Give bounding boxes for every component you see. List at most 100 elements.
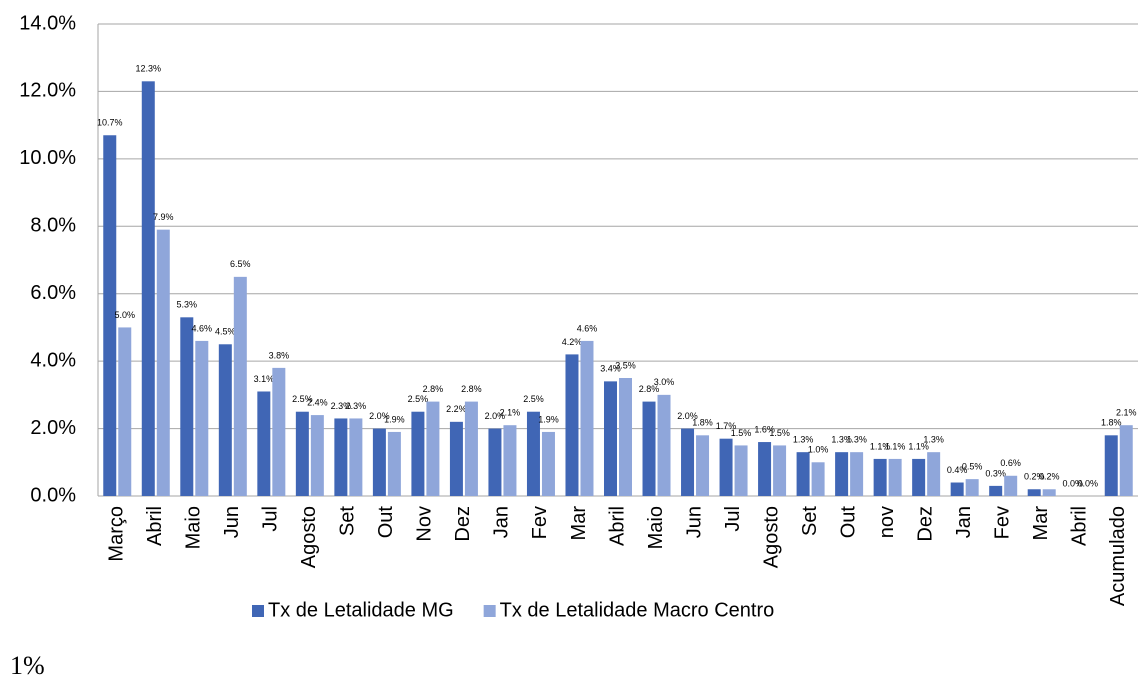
bar bbox=[580, 340, 594, 496]
value-label: 1.1% bbox=[870, 441, 891, 451]
bar bbox=[719, 438, 733, 496]
x-tick-label: Abril bbox=[606, 506, 628, 546]
bar bbox=[773, 445, 787, 496]
value-label: 1.8% bbox=[1101, 418, 1122, 428]
value-label: 2.3% bbox=[346, 401, 367, 411]
bar bbox=[1027, 489, 1041, 496]
bar bbox=[541, 431, 555, 496]
bar bbox=[681, 428, 695, 496]
value-label: 4.5% bbox=[215, 327, 236, 337]
x-tick-label: Jan bbox=[953, 506, 975, 538]
y-tick-label: 2.0% bbox=[30, 417, 76, 439]
value-label: 12.3% bbox=[136, 64, 162, 74]
bar bbox=[927, 452, 941, 496]
bar bbox=[233, 276, 247, 496]
bar bbox=[372, 428, 386, 496]
value-label: 0.4% bbox=[947, 465, 968, 475]
bar bbox=[657, 394, 671, 496]
x-tick-label: Agosto bbox=[760, 506, 782, 568]
bar bbox=[1042, 489, 1056, 496]
caption: 1% bbox=[10, 651, 45, 680]
x-tick-label: Fev bbox=[529, 506, 551, 539]
value-label: 0.3% bbox=[985, 468, 1006, 478]
value-label: 1.9% bbox=[384, 414, 405, 424]
bar bbox=[411, 411, 425, 496]
value-label: 2.8% bbox=[423, 384, 444, 394]
bar bbox=[387, 431, 401, 496]
value-label: 1.1% bbox=[885, 441, 906, 451]
bar bbox=[218, 344, 232, 496]
value-label: 10.7% bbox=[97, 118, 123, 128]
bar bbox=[156, 229, 170, 496]
value-label: 1.5% bbox=[769, 428, 790, 438]
bar bbox=[349, 418, 363, 496]
x-tick-label: Jun bbox=[221, 506, 243, 538]
x-tick-label: Abril bbox=[144, 506, 166, 546]
bar bbox=[696, 435, 710, 496]
bar bbox=[141, 81, 155, 497]
bar bbox=[1104, 435, 1118, 496]
bar bbox=[334, 418, 348, 496]
value-label: 2.1% bbox=[500, 408, 521, 418]
y-tick-label: 6.0% bbox=[30, 282, 76, 304]
value-label: 5.3% bbox=[177, 300, 198, 310]
value-label: 2.0% bbox=[485, 411, 506, 421]
value-label: 7.9% bbox=[153, 212, 174, 222]
y-tick-label: 8.0% bbox=[30, 215, 76, 237]
value-label: 5.0% bbox=[115, 310, 136, 320]
x-tick-label: Mar bbox=[568, 506, 590, 541]
value-label: 0.0% bbox=[1062, 478, 1083, 488]
bar bbox=[850, 452, 864, 496]
bar bbox=[464, 401, 478, 496]
x-tick-label: Jul bbox=[260, 506, 282, 532]
bar bbox=[758, 442, 772, 496]
value-label: 2.5% bbox=[408, 394, 429, 404]
bar bbox=[989, 485, 1003, 496]
bar bbox=[426, 401, 440, 496]
value-label: 0.2% bbox=[1039, 472, 1060, 482]
value-label: 0.2% bbox=[1024, 472, 1045, 482]
x-tick-label: Jun bbox=[683, 506, 705, 538]
legend-swatch bbox=[483, 605, 496, 617]
bar bbox=[488, 428, 502, 496]
value-label: 3.5% bbox=[615, 360, 636, 370]
bar bbox=[912, 458, 926, 496]
value-label: 2.8% bbox=[461, 384, 482, 394]
value-label: 4.6% bbox=[192, 323, 213, 333]
bar bbox=[604, 381, 617, 496]
bar bbox=[295, 411, 309, 496]
value-label: 1.7% bbox=[716, 421, 737, 431]
value-label: 3.0% bbox=[654, 377, 675, 387]
bar bbox=[965, 479, 979, 496]
y-tick-label: 4.0% bbox=[30, 349, 76, 371]
x-tick-label: nov bbox=[876, 506, 898, 538]
bar bbox=[310, 415, 324, 496]
legend-label: Tx de Letalidade MG bbox=[268, 599, 454, 621]
x-tick-label: Fev bbox=[991, 506, 1013, 539]
x-tick-label: Agosto bbox=[298, 506, 320, 568]
bar bbox=[526, 411, 540, 496]
value-label: 1.3% bbox=[846, 435, 867, 445]
bar bbox=[950, 482, 964, 496]
value-label: 1.5% bbox=[731, 428, 752, 438]
x-tick-label: Set bbox=[799, 506, 821, 536]
x-tick-label: Jul bbox=[722, 506, 744, 532]
value-label: 1.9% bbox=[538, 414, 559, 424]
bar bbox=[835, 452, 849, 496]
value-label: 4.6% bbox=[577, 323, 598, 333]
bar bbox=[565, 354, 579, 496]
value-label: 1.8% bbox=[692, 418, 713, 428]
value-label: 2.1% bbox=[1116, 408, 1137, 418]
value-label: 0.0% bbox=[1077, 478, 1098, 488]
bar bbox=[449, 421, 463, 496]
value-label: 2.8% bbox=[639, 384, 660, 394]
bar bbox=[1004, 475, 1018, 496]
value-label: 3.8% bbox=[269, 350, 290, 360]
x-tick-label: Março bbox=[106, 506, 128, 562]
y-tick-label: 10.0% bbox=[19, 147, 76, 169]
bar bbox=[272, 367, 286, 496]
value-label: 1.3% bbox=[923, 435, 944, 445]
x-tick-label: Mar bbox=[1030, 506, 1052, 541]
bar bbox=[642, 401, 656, 496]
